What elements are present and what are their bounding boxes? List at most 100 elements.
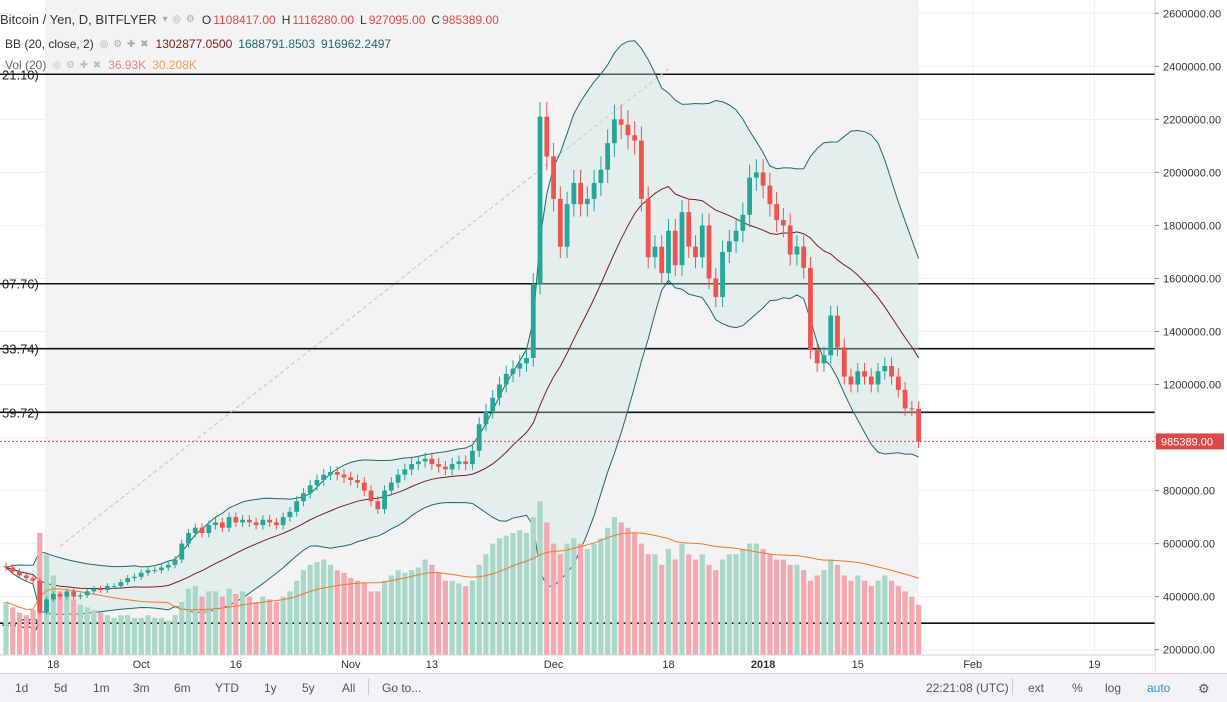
toolbar-divider	[1012, 679, 1013, 695]
volume-bar	[125, 615, 131, 655]
candle-body	[199, 527, 205, 534]
timeframe-1y[interactable]: 1y	[264, 681, 277, 695]
candle-body	[415, 461, 421, 465]
volume-bar	[57, 591, 63, 655]
volume-bar	[740, 548, 746, 655]
settings-gear-icon[interactable]: ⚙	[1198, 681, 1210, 696]
volume-bar	[747, 543, 753, 655]
volume-bar	[361, 583, 367, 655]
bb-mid-line	[5, 185, 920, 590]
candle-body	[699, 225, 705, 258]
clock[interactable]: 22:21:08 (UTC)	[926, 681, 1009, 695]
candle-body	[794, 246, 800, 255]
bb-lower-line	[5, 279, 919, 616]
candle-body	[895, 376, 901, 390]
volume-bar	[422, 559, 428, 655]
volume-bar	[591, 543, 597, 655]
volume-bar	[841, 575, 847, 655]
volume-bar	[436, 572, 442, 655]
volume-bar	[138, 617, 144, 655]
volume-bar	[774, 559, 780, 655]
price-chart[interactable]: 21.10)07.76)33.74)59.72)46.38) 985389.00…	[0, 0, 1227, 673]
timeframe-1m[interactable]: 1m	[93, 681, 110, 695]
candle-body	[3, 566, 9, 568]
timeframe-all[interactable]: All	[342, 681, 356, 695]
volume-bar	[402, 572, 408, 655]
auto-toggle[interactable]: auto	[1147, 681, 1171, 695]
legend-settings-icon[interactable]: ▾ ◎ ⚙	[162, 14, 196, 25]
volume-bar	[165, 620, 171, 655]
volume-bar	[3, 601, 9, 655]
timeframe-5d[interactable]: 5d	[54, 681, 68, 695]
y-tick-label: 200000.00	[1163, 645, 1215, 657]
candle-body	[672, 230, 678, 266]
candle-body	[287, 511, 293, 518]
high-value: 1116280.00	[292, 12, 354, 27]
bb-upper-line	[5, 40, 920, 568]
log-toggle[interactable]: log	[1105, 681, 1122, 695]
candle-body	[267, 519, 273, 523]
ext-toggle[interactable]: ext	[1028, 681, 1045, 695]
candle-body	[23, 575, 29, 579]
volume-bar	[733, 554, 739, 655]
candle-body	[77, 595, 83, 597]
volume-bar	[206, 591, 212, 655]
y-tick-label: 800000.00	[1163, 486, 1215, 498]
candle-body	[693, 246, 698, 258]
volume-bar	[578, 543, 584, 655]
volume-bar	[246, 596, 252, 655]
candle-body	[645, 198, 651, 258]
candle-body	[557, 198, 563, 247]
bb-label[interactable]: BB (20, close, 2)	[5, 37, 94, 51]
volume-bar	[287, 591, 293, 655]
volume-bar	[848, 580, 854, 655]
volume-bar	[280, 596, 286, 655]
candle-body	[118, 582, 124, 587]
volume-bar	[895, 586, 901, 655]
candle-body	[524, 357, 529, 364]
volume-bar	[821, 570, 827, 655]
volume-bar	[882, 575, 888, 655]
candle-body	[835, 315, 840, 348]
candle-body	[510, 368, 516, 374]
bb-mid-value: 1302877.0500	[155, 37, 233, 51]
bb-settings-icon[interactable]: ◎ ⚙ ✚ ✖	[99, 38, 150, 50]
candle-body	[402, 469, 408, 475]
volume-bar	[916, 604, 922, 655]
symbol-title[interactable]: Bitcoin / Yen, D, BITFLYER	[0, 12, 157, 27]
candle-body	[706, 225, 712, 279]
volume-bar	[415, 567, 421, 655]
volume-bar	[868, 586, 874, 655]
volume-bar	[699, 554, 705, 655]
volume-bar	[145, 615, 151, 655]
y-tick-label: 2200000.00	[1163, 114, 1221, 126]
volume-bar	[375, 591, 381, 655]
candle-body	[294, 501, 300, 512]
volume-bar	[152, 617, 158, 655]
timeframe-1d[interactable]: 1d	[15, 681, 29, 695]
vol-ma-value: 30.208K	[152, 58, 197, 72]
vol-settings-icon[interactable]: ◎ ⚙ ✚ ✖	[52, 59, 103, 71]
candle-body	[132, 576, 137, 579]
price-tag-label: 985389.00	[1161, 436, 1213, 448]
bb-lower-value: 916962.2497	[321, 37, 392, 51]
volume-bar	[50, 575, 56, 655]
percent-toggle[interactable]: %	[1072, 681, 1083, 695]
x-tick-label: Feb	[963, 659, 982, 671]
timeframe-ytd[interactable]: YTD	[215, 681, 239, 695]
goto-button[interactable]: Go to...	[382, 681, 422, 695]
candles	[3, 102, 921, 615]
timeframe-3m[interactable]: 3m	[133, 681, 150, 695]
volume-bar	[550, 543, 557, 655]
vol-label[interactable]: Vol (20)	[5, 58, 47, 72]
volume-bar	[354, 580, 361, 655]
timeframe-6m[interactable]: 6m	[174, 681, 191, 695]
candle-body	[409, 464, 414, 470]
candle-body	[226, 517, 232, 528]
candle-body	[307, 485, 313, 494]
volume-bar	[442, 580, 448, 655]
volume-bar	[692, 559, 699, 655]
candle-body	[530, 283, 536, 358]
candle-body	[165, 564, 171, 568]
timeframe-5y[interactable]: 5y	[302, 681, 315, 695]
